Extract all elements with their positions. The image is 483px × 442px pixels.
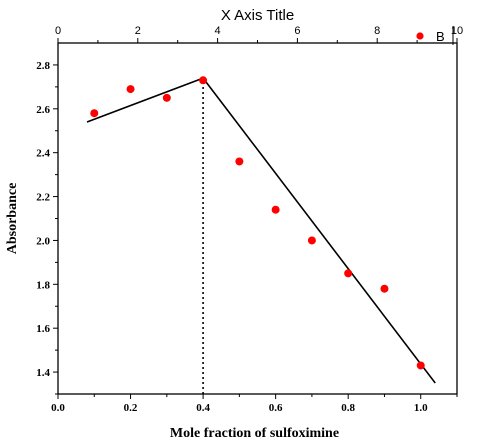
y-tick-label: 1.8: [36, 279, 50, 291]
data-point: [90, 109, 99, 118]
fit-line-2: [202, 77, 436, 384]
y-axis-label: Absorbance: [5, 183, 20, 255]
data-point: [235, 157, 244, 166]
x-tick-label: 1.0: [414, 402, 428, 414]
data-point: [199, 76, 208, 85]
top-axis-title: X Axis Title: [221, 7, 294, 24]
legend-label-b: B: [436, 29, 445, 44]
data-point: [271, 205, 280, 214]
plot-area: 0.0 0.2 0.4 0.6 0.8 1.0 1.4 1.6 1.8 2.0 2.2 2.4 2.6 2…: [36, 25, 463, 414]
x-tick-label: 0.8: [341, 402, 355, 414]
x-axis-label: Mole fraction of sulfoximine: [170, 426, 339, 441]
data-point: [126, 85, 135, 94]
data-point: [162, 93, 171, 102]
top-tick-label: 0: [55, 25, 61, 37]
x-tick-label: 0.6: [269, 402, 283, 414]
top-tick-label: 6: [294, 25, 300, 37]
data-point: [416, 361, 425, 370]
y-tick-label: 1.4: [36, 367, 50, 379]
legend-marker: [416, 32, 424, 40]
top-tick-label: 4: [215, 25, 221, 37]
top-tick-label: 10: [451, 25, 463, 37]
legend: B: [416, 26, 454, 45]
y-tick-label: 1.6: [36, 323, 50, 335]
x-tick-label: 0.2: [124, 402, 138, 414]
y-tick-label: 2.6: [36, 104, 50, 116]
y-tick-label: 2.2: [36, 192, 50, 204]
x-tick-label: 0.0: [51, 402, 65, 414]
y-tick-label: 2.8: [36, 60, 50, 72]
data-point: [380, 284, 389, 293]
y-tick-label: 2.0: [36, 235, 50, 247]
top-tick-label: 2: [135, 25, 141, 37]
data-point: [344, 269, 353, 278]
top-tick-label: 8: [374, 25, 380, 37]
plot-frame: [57, 42, 458, 395]
fit-line-1: [86, 77, 204, 123]
data-point: [307, 236, 316, 245]
y-tick-label: 2.4: [36, 148, 50, 160]
x-tick-label: 0.4: [196, 402, 210, 414]
